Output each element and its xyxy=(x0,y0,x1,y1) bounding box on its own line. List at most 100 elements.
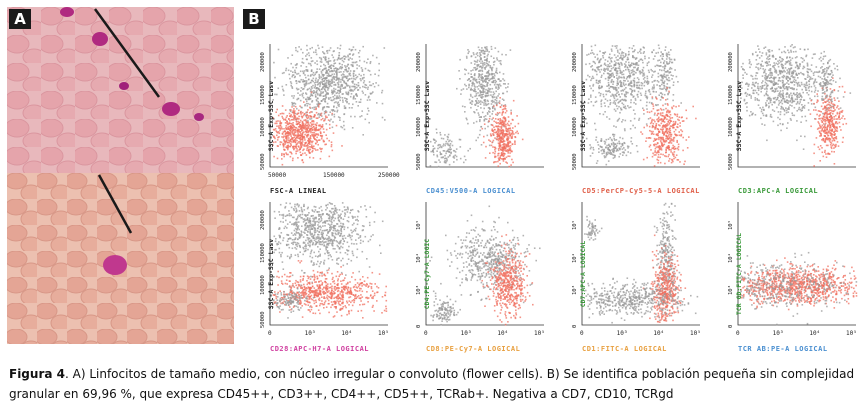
p5-events xyxy=(272,202,388,319)
p1-x-tick: 150000 xyxy=(323,172,345,179)
p3-svg xyxy=(581,44,700,168)
p1-y-axis-label: SSC-A Exp-SSC Lasv xyxy=(267,80,275,152)
micrograph-bottom-image xyxy=(7,173,234,344)
p5-y-axis-label: SSC-A Exp-SSC Lasv xyxy=(267,238,275,310)
p5-x-tick: 10⁴ xyxy=(341,330,353,337)
p3-x-axis-label: CD5:PerCP-Cy5-5-A LOGICAL xyxy=(582,187,700,195)
p7-x-tick: 10³ xyxy=(616,330,628,337)
p7-y-tick: 10⁵ xyxy=(572,220,578,230)
p8-events xyxy=(740,251,858,326)
p2-events xyxy=(429,45,524,168)
p1-events xyxy=(272,44,386,166)
p3-y-tick: 200000 xyxy=(572,52,578,72)
p8-y-tick: 0 xyxy=(728,324,734,328)
p1-y-tick: 200000 xyxy=(260,52,266,72)
dotplot-cd5-ssc: CD5:PerCP-Cy5-5-A LOGICAL SSC-A Exp-SSC L… xyxy=(560,32,710,200)
p8-svg xyxy=(737,202,858,326)
p6-y-tick: 10³ xyxy=(416,285,422,296)
dotplot-cd3-ssc: CD3:APC-A LOGICAL SSC-A Exp-SSC Lasv 50000… xyxy=(716,32,864,200)
p5-axes xyxy=(269,202,388,326)
p3-y-tick: 100000 xyxy=(572,117,578,138)
p8-x-tick: 0 xyxy=(736,330,740,337)
p4-y-tick: 100000 xyxy=(728,117,734,138)
micrograph-bottom xyxy=(7,173,234,344)
dotplot-cd28-ssc: CD28:APC-H7-A LOGICAL SSC-A Exp-SSC Lasv 0… xyxy=(248,190,398,358)
p7-y-tick: 0 xyxy=(572,324,578,328)
flow-cytometry-panel: FSC-A LINEAL SSC-A Exp-SSC Lasv 50000 15000… xyxy=(236,7,864,353)
p6-y-tick: 10⁵ xyxy=(416,220,422,230)
p5-svg xyxy=(269,202,388,326)
p5-x-tick: 10³ xyxy=(304,330,316,337)
p3-events xyxy=(584,44,697,167)
p6-svg xyxy=(425,202,544,326)
p4-y-tick: 50000 xyxy=(728,153,734,170)
p1-y-tick: 50000 xyxy=(260,153,266,170)
p6-y-axis-label: CD4:PE-Cy7-A LOGIC xyxy=(423,238,431,310)
p2-y-tick: 200000 xyxy=(416,52,422,72)
p6-events xyxy=(429,205,541,326)
p7-axes xyxy=(581,202,700,326)
p8-x-tick: 10⁵ xyxy=(846,330,857,337)
p4-y-tick: 200000 xyxy=(728,52,734,72)
dotplot-fsc-ssc: FSC-A LINEAL SSC-A Exp-SSC Lasv 50000 15000… xyxy=(248,32,400,200)
p6-axes xyxy=(425,202,544,326)
p6-y-tick: 10⁴ xyxy=(416,252,422,263)
figure-caption: Figura 4. A) Linfocitos de tamaño medio,… xyxy=(9,364,859,404)
p1-y-tick: 150000 xyxy=(260,84,266,105)
p8-y-axis-label: TCR GD:FITC-A LOGICAL xyxy=(735,232,743,316)
p7-events xyxy=(584,202,699,324)
p7-x-axis-label: CD1:FITC-A LOGICAL xyxy=(582,345,667,353)
p5-x-axis-label: CD28:APC-H7-A LOGICAL xyxy=(270,345,370,353)
p8-x-tick: 10³ xyxy=(772,330,784,337)
micrograph-top xyxy=(7,7,234,173)
p6-x-tick: 10³ xyxy=(460,330,472,337)
dotplot-cd8-cd4: CD8:PE-Cy7-A LOGICAL CD4:PE-Cy7-A LOGIC 0 1… xyxy=(404,190,554,358)
p2-y-tick: 150000 xyxy=(416,84,422,105)
p2-svg xyxy=(425,44,544,168)
dotplot-tcrab-tcrgd: TCR AB:PE-A LOGICAL TCR GD:FITC-A LOGICAL… xyxy=(716,190,864,358)
p7-y-axis-label: CD7:APC-A LOGICAL xyxy=(579,240,587,308)
p6-y-tick: 0 xyxy=(416,324,422,328)
p5-y-tick: 50000 xyxy=(260,311,266,328)
p6-x-tick: 10⁴ xyxy=(497,330,509,337)
panel-b-label: B xyxy=(243,9,265,29)
dotplot-cd45-ssc: CD45:V500-A LOGICAL SSC-A Exp-SSC Lasv 500… xyxy=(404,32,554,200)
p6-x-tick: 0 xyxy=(424,330,428,337)
p4-svg xyxy=(737,44,856,168)
figure-4: A FSC-A LINEAL SSC-A Exp-SSC Lasv 50000 150… xyxy=(7,7,864,353)
p8-y-tick: 10⁵ xyxy=(728,220,734,230)
caption-figure-label: Figura 4 xyxy=(9,367,65,381)
p2-x-axis-label: CD45:V500-A LOGICAL xyxy=(426,187,516,195)
p2-y-tick: 50000 xyxy=(416,153,422,170)
p4-y-axis-label: SSC-A Exp-SSC Lasv xyxy=(735,80,743,152)
p4-y-tick: 150000 xyxy=(728,84,734,105)
p8-axes xyxy=(737,202,856,326)
p8-x-tick: 10⁴ xyxy=(809,330,821,337)
p1-x-tick: 50000 xyxy=(268,172,287,179)
p7-x-tick: 10⁵ xyxy=(690,330,701,337)
p5-y-tick: 150000 xyxy=(260,242,266,263)
p1-y-tick: 100000 xyxy=(260,117,266,138)
p5-x-tick: 0 xyxy=(268,330,272,337)
p2-y-axis-label: SSC-A Exp-SSC Lasv xyxy=(423,80,431,152)
p8-x-axis-label: TCR AB:PE-A LOGICAL xyxy=(738,345,828,353)
p5-x-tick: 10⁵ xyxy=(378,330,389,337)
p1-x-axis-label: FSC-A LINEAL xyxy=(270,187,327,195)
p3-axes xyxy=(581,44,700,168)
p3-y-tick: 50000 xyxy=(572,153,578,170)
p5-y-tick: 200000 xyxy=(260,210,266,230)
p7-x-tick: 10⁴ xyxy=(653,330,665,337)
p4-axes xyxy=(737,44,856,168)
p5-y-tick: 100000 xyxy=(260,275,266,296)
p8-y-tick: 10³ xyxy=(728,285,734,296)
dotplot-cd1-cd7: CD1:FITC-A LOGICAL CD7:APC-A LOGICAL 0 10³ 1… xyxy=(560,190,710,358)
p8-y-tick: 10⁴ xyxy=(728,252,734,263)
p3-y-axis-label: SSC-A Exp-SSC Lasv xyxy=(579,80,587,152)
caption-text: . A) Linfocitos de tamaño medio, con núc… xyxy=(9,367,855,401)
panel-a-label: A xyxy=(9,9,31,29)
p3-y-tick: 150000 xyxy=(572,84,578,105)
p1-svg xyxy=(269,44,388,168)
p2-y-tick: 100000 xyxy=(416,117,422,138)
p6-x-axis-label: CD8:PE-Cy7-A LOGICAL xyxy=(426,345,521,353)
p1-axes xyxy=(269,44,388,168)
